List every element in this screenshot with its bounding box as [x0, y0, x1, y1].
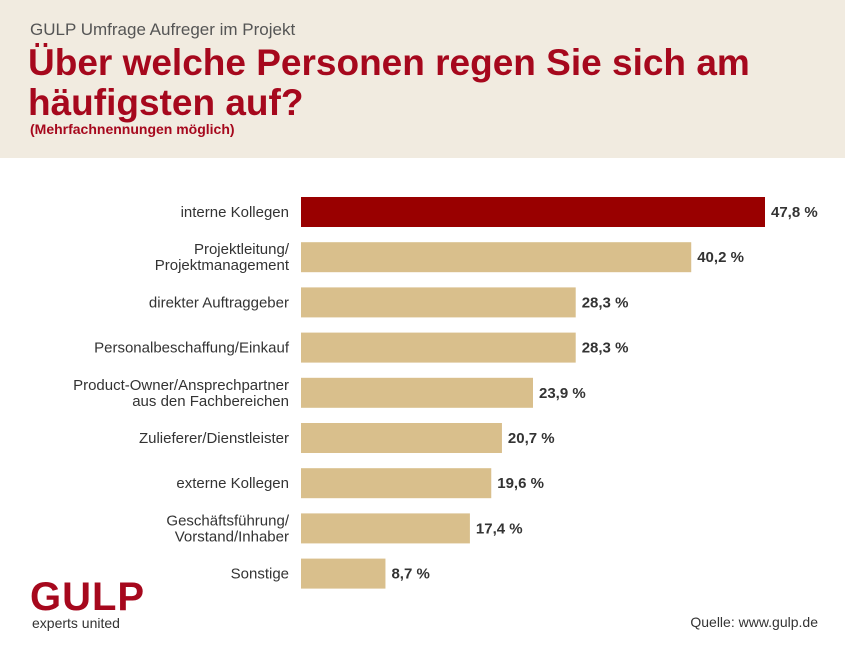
category-label-6: Zulieferer/Dienstleister	[139, 430, 289, 447]
bar-7	[301, 468, 492, 499]
bar-8	[301, 513, 470, 544]
value-label-5: 23,9 %	[539, 385, 586, 402]
value-label-7: 19,6 %	[497, 475, 544, 492]
category-label-3: direkter Auftraggeber	[149, 294, 289, 311]
value-label-9: 8,7 %	[391, 566, 429, 583]
bar-5	[301, 377, 533, 408]
category-label-4: Personalbeschaffung/Einkauf	[94, 340, 290, 357]
bar-2	[301, 242, 692, 273]
survey-kicker: GULP Umfrage Aufreger im Projekt	[30, 20, 296, 39]
category-label-7: externe Kollegen	[176, 475, 289, 492]
category-label-9: Sonstige	[231, 566, 289, 583]
value-label-6: 20,7 %	[508, 430, 555, 447]
value-label-1: 47,8 %	[771, 204, 818, 221]
gulp-logo: GULP	[30, 575, 146, 619]
category-label-8: Geschäftsführung/Vorstand/Inhaber	[166, 512, 289, 545]
category-label-5: Product-Owner/Ansprechpartner aus den Fac…	[73, 377, 289, 410]
value-label-3: 28,3 %	[582, 294, 629, 311]
source-note: Quelle: www.gulp.de	[690, 614, 818, 630]
value-label-4: 28,3 %	[582, 340, 629, 357]
value-label-8: 17,4 %	[476, 520, 523, 537]
category-label-2: Projektleitung/Projektmanagement	[155, 241, 290, 274]
header-band	[0, 0, 845, 158]
bar-4	[301, 332, 576, 363]
bar-1	[301, 197, 765, 227]
bar-3	[301, 287, 576, 318]
chart-title: Über welche Personen regen Sie sich am h…	[28, 42, 750, 123]
logo-tagline: experts united	[32, 615, 120, 631]
value-label-2: 40,2 %	[697, 249, 744, 266]
bar-9	[301, 558, 386, 589]
bar-6	[301, 423, 502, 453]
chart-subtitle: (Mehrfachnennungen möglich)	[30, 121, 235, 137]
category-label-1: interne Kollegen	[181, 204, 289, 221]
